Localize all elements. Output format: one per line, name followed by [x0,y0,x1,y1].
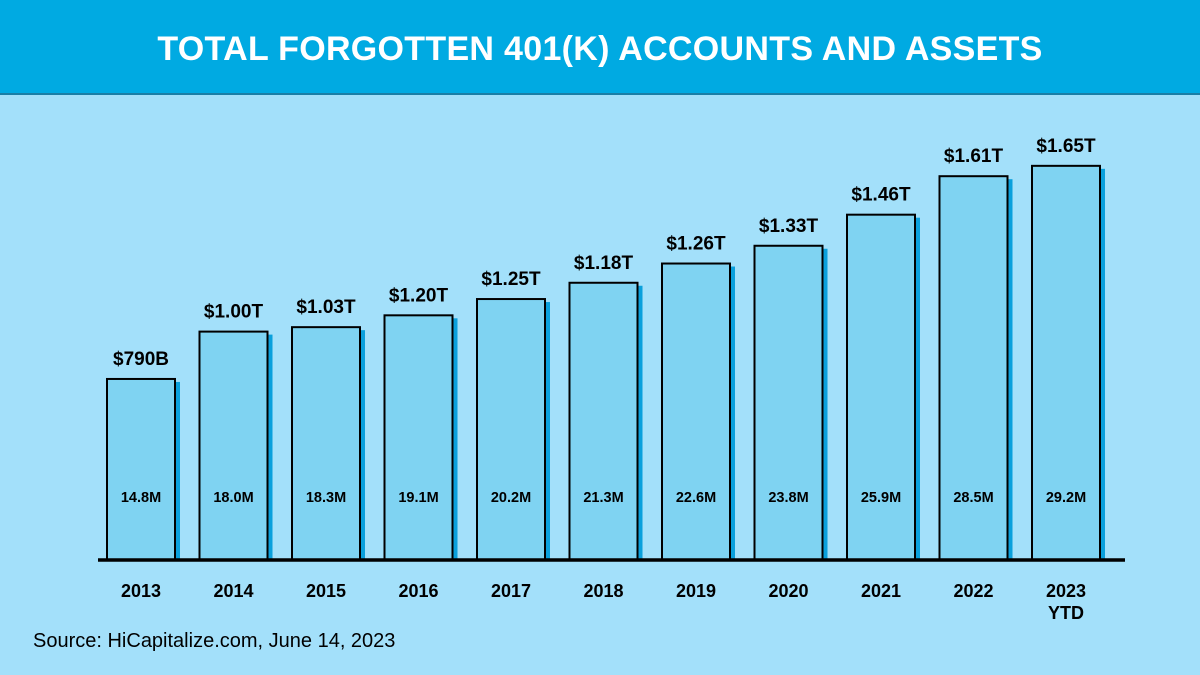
bar [476,298,546,561]
bar-shadow [915,217,920,560]
value-label: $1.26T [666,234,726,255]
bar [1031,164,1101,561]
value-label: $1.25T [481,269,541,290]
value-label: $1.18T [574,253,634,274]
accounts-label: 18.3M [306,490,346,506]
accounts-label: 28.5M [953,490,993,506]
bar [661,262,731,561]
bar [753,244,824,561]
bar-shadow [1007,179,1013,560]
accounts-label: 25.9M [861,490,901,506]
x-tick-label: 2014 [213,581,253,601]
accounts-label: 20.2M [491,490,531,506]
bar-shadow [822,248,828,560]
bar [291,326,361,561]
value-label: $1.20T [389,285,449,306]
value-label: $1.03T [296,297,356,318]
x-tick-label: 2015 [306,581,346,601]
bar-shadow [452,318,458,560]
bar [106,377,176,561]
bar-shadow [360,330,365,560]
accounts-label: 23.8M [768,490,808,506]
x-tick-label: 2023 [1046,581,1086,601]
x-tick-label: YTD [1048,603,1084,623]
value-label: $1.33T [759,216,819,237]
accounts-label: 29.2M [1046,490,1086,506]
accounts-label: 18.0M [213,490,253,506]
source-note: Source: HiCapitalize.com, June 14, 2023 [33,630,396,652]
x-tick-label: 2019 [676,581,716,601]
title-banner: TOTAL FORGOTTEN 401(K) ACCOUNTS AND ASSE… [0,0,1200,95]
bar [846,213,916,561]
bar [383,314,454,561]
value-label: $1.61T [944,146,1004,167]
value-label: $1.46T [851,185,911,206]
x-tick-label: 2017 [491,581,531,601]
x-tick-label: 2013 [121,581,161,601]
bar-shadow [267,334,273,560]
bar-shadow [1100,168,1105,560]
bar-shadow [637,285,643,560]
accounts-label: 14.8M [121,490,161,506]
x-tick-label: 2020 [768,581,808,601]
bar-shadow [730,266,735,560]
value-label: $1.00T [204,302,264,323]
x-tick-label: 2022 [953,581,993,601]
bar-shadow [545,302,550,560]
bar [198,330,269,561]
bar [568,281,639,561]
value-label: $790B [113,349,169,370]
accounts-label: 22.6M [676,490,716,506]
x-tick-label: 2016 [398,581,438,601]
x-tick-label: 2021 [861,581,901,601]
value-label: $1.65T [1036,136,1096,157]
accounts-label: 19.1M [398,490,438,506]
x-tick-label: 2018 [583,581,623,601]
accounts-label: 21.3M [583,490,623,506]
chart-title: TOTAL FORGOTTEN 401(K) ACCOUNTS AND ASSE… [157,30,1043,68]
bar-shadow [175,381,180,560]
